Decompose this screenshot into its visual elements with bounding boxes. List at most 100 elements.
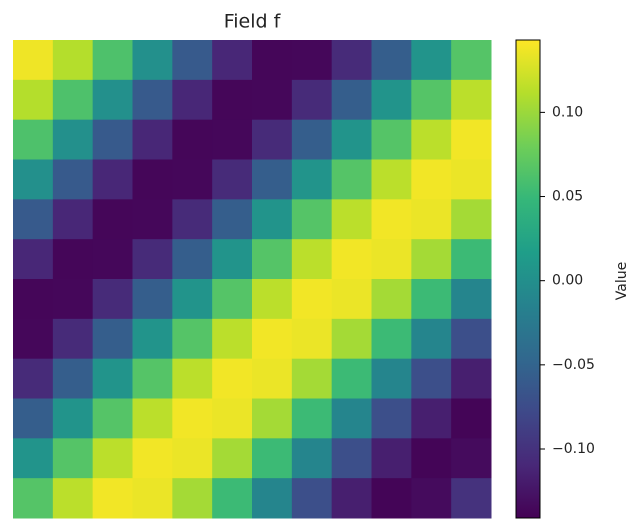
heat-cell	[52, 119, 94, 160]
colorbar-tick-label: −0.05	[552, 357, 595, 373]
heat-cell	[172, 239, 213, 280]
heat-cell	[92, 478, 133, 519]
heat-cell	[252, 478, 293, 519]
heat-cell	[291, 40, 333, 81]
heat-cell	[172, 199, 213, 240]
heat-cell	[451, 239, 492, 280]
heat-cell	[331, 398, 372, 439]
heat-cell	[92, 279, 133, 320]
heat-cell	[92, 199, 133, 240]
heat-cell	[252, 279, 293, 320]
heat-cell	[52, 79, 94, 121]
heat-cell	[172, 478, 213, 519]
heat-cell	[13, 279, 54, 320]
heat-cell	[331, 119, 372, 160]
heat-cell	[291, 79, 333, 121]
heat-cell	[451, 318, 492, 360]
heat-cell	[331, 478, 372, 519]
heat-cell	[132, 478, 173, 519]
heat-cell	[411, 279, 452, 320]
heat-cell	[212, 438, 253, 479]
heat-cell	[411, 318, 452, 360]
heat-cell	[291, 478, 333, 519]
heat-cell	[411, 159, 452, 200]
heat-cell	[52, 398, 94, 439]
heat-cell	[252, 318, 293, 360]
heat-cell	[451, 79, 492, 121]
heat-cell	[371, 199, 412, 240]
heat-cell	[451, 398, 492, 439]
heat-cell	[371, 79, 412, 121]
heat-cell	[13, 79, 54, 121]
colorbar-tick-label: 0.10	[552, 104, 583, 120]
heat-cell	[331, 159, 372, 200]
heat-cell	[451, 159, 492, 200]
heat-cell	[411, 239, 452, 280]
heat-cell	[132, 199, 173, 240]
heat-cell	[252, 159, 293, 200]
heat-cell	[291, 358, 333, 399]
heat-cell	[291, 119, 333, 160]
heat-cell	[172, 79, 213, 121]
heat-cell	[291, 159, 333, 200]
heat-cell	[13, 119, 54, 160]
heat-cell	[252, 398, 293, 439]
colorbar-tick-label: 0.05	[552, 189, 583, 205]
heat-cell	[371, 358, 412, 399]
heat-cell	[132, 398, 173, 439]
heat-cell	[52, 318, 94, 360]
heat-cell	[331, 40, 372, 81]
heat-cell	[451, 119, 492, 160]
heat-cell	[132, 159, 173, 200]
heat-cell	[411, 119, 452, 160]
heat-cell	[13, 239, 54, 280]
heat-cell	[13, 40, 54, 81]
heat-cell	[252, 79, 293, 121]
heat-cell	[132, 318, 173, 360]
heat-cell	[252, 239, 293, 280]
heat-cell	[371, 398, 412, 439]
heat-cell	[13, 358, 54, 399]
heat-cell	[172, 438, 213, 479]
heat-cell	[291, 438, 333, 479]
heat-cell	[132, 279, 173, 320]
heat-cell	[411, 40, 452, 81]
heat-cell	[252, 119, 293, 160]
heat-cell	[331, 438, 372, 479]
heat-cell	[52, 478, 94, 519]
heat-cell	[132, 438, 173, 479]
heat-cell	[212, 40, 253, 81]
heat-cell	[132, 239, 173, 280]
heat-cell	[132, 119, 173, 160]
heat-cell	[252, 40, 293, 81]
heat-cell	[13, 398, 54, 439]
heat-cell	[291, 239, 333, 280]
heat-cell	[172, 279, 213, 320]
colorbar-tick-label: −0.10	[552, 441, 595, 457]
heat-cell	[92, 398, 133, 439]
heat-cell	[132, 358, 173, 399]
heat-cell	[52, 199, 94, 240]
heat-cell	[52, 40, 94, 81]
heat-cell	[212, 159, 253, 200]
heat-cell	[371, 119, 412, 160]
heat-cell	[212, 119, 253, 160]
heat-cell	[132, 79, 173, 121]
heat-cell	[13, 438, 54, 479]
heat-cell	[252, 438, 293, 479]
heat-cell	[92, 119, 133, 160]
heat-cell	[92, 438, 133, 479]
heat-cell	[371, 279, 412, 320]
heat-cell	[371, 438, 412, 479]
heat-cell	[52, 239, 94, 280]
heat-cell	[411, 398, 452, 439]
heat-cell	[92, 40, 133, 81]
heat-cell	[52, 159, 94, 200]
heat-cell	[13, 478, 54, 519]
heat-cell	[331, 199, 372, 240]
heat-cell	[331, 239, 372, 280]
heat-cell	[411, 199, 452, 240]
heat-cell	[13, 199, 54, 240]
heat-cell	[371, 159, 412, 200]
